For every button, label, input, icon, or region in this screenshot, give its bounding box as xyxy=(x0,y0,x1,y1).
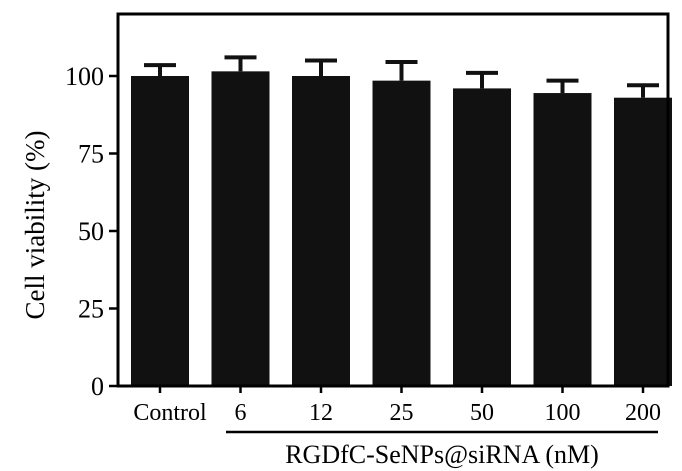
bar-Control xyxy=(131,76,189,386)
bar-25 xyxy=(372,80,431,387)
error-bar-200 xyxy=(627,83,659,98)
y-axis-ticks: 0 25 50 75 100 xyxy=(65,62,118,401)
y-tick-label-25: 25 xyxy=(78,295,104,324)
error-bar-12 xyxy=(305,58,337,76)
error-bar-100 xyxy=(546,78,579,94)
error-bar-Control xyxy=(144,63,176,76)
x-axis-labels: Control 6 12 25 50 100 200 xyxy=(133,386,661,426)
group-label: RGDfC-SeNPs@siRNA (nM) xyxy=(285,440,599,469)
x-tick-label-6: 6 xyxy=(235,400,247,426)
bar-6 xyxy=(211,71,270,386)
error-bar-50 xyxy=(466,70,498,89)
x-tick-label-12: 12 xyxy=(309,400,333,426)
bar-100 xyxy=(533,93,592,387)
y-tick-label-0: 0 xyxy=(91,372,104,401)
plot-frame xyxy=(116,12,670,388)
error-bars xyxy=(144,55,659,98)
y-tick-label-100: 100 xyxy=(65,62,104,91)
x-tick-label-200: 200 xyxy=(625,400,661,426)
x-tick-label-50: 50 xyxy=(470,400,494,426)
error-bar-6 xyxy=(224,55,257,72)
y-tick-label-75: 75 xyxy=(78,140,104,169)
bar-50 xyxy=(453,88,511,387)
y-tick-label-50: 50 xyxy=(78,217,104,246)
bar-12 xyxy=(292,76,350,386)
x-tick-label-100: 100 xyxy=(545,400,581,426)
bar-200 xyxy=(614,97,672,386)
x-tick-label-25: 25 xyxy=(390,400,414,426)
y-axis-label: Cell viability (%) xyxy=(20,131,50,320)
bars xyxy=(131,71,672,387)
error-bar-25 xyxy=(385,60,418,81)
x-tick-label-Control: Control xyxy=(133,400,207,426)
